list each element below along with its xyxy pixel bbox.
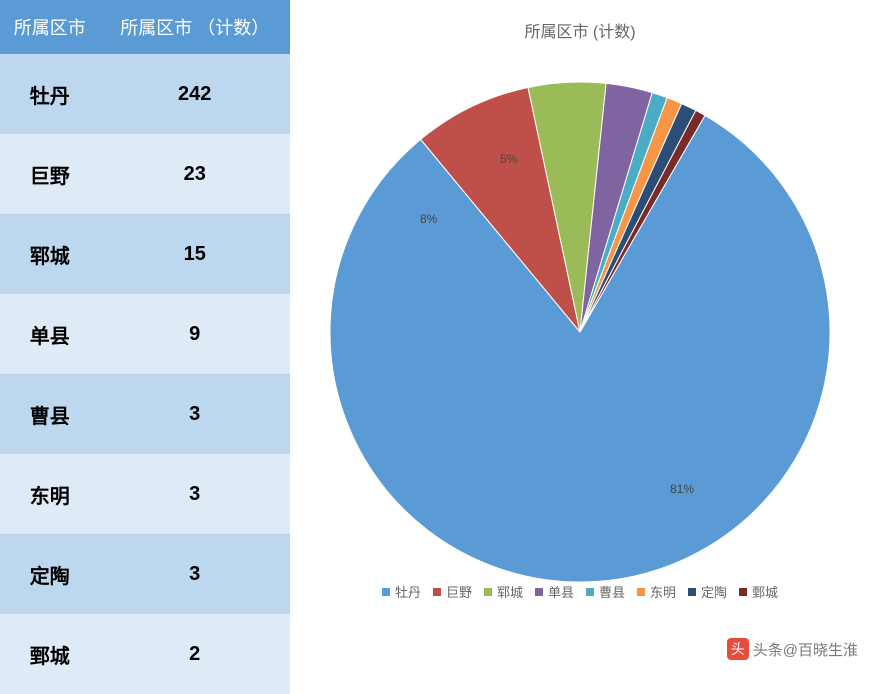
table-cell: 牡丹 bbox=[0, 54, 99, 134]
table-cell: 郓城 bbox=[0, 214, 99, 294]
pie-slice-label: 81% bbox=[670, 482, 694, 496]
table-row: 鄄城2 bbox=[0, 614, 290, 694]
table-header-row: 所属区市 所属区市 （计数） bbox=[0, 0, 290, 54]
table-row: 牡丹242 bbox=[0, 54, 290, 134]
data-table: 所属区市 所属区市 （计数） 牡丹242巨野23郓城15单县9曹县3东明3定陶3… bbox=[0, 0, 290, 694]
legend-swatch bbox=[586, 588, 594, 596]
table-cell: 曹县 bbox=[0, 374, 99, 454]
table-row: 巨野23 bbox=[0, 134, 290, 214]
table-row: 东明3 bbox=[0, 454, 290, 534]
legend-swatch bbox=[688, 588, 696, 596]
table-header-cell: 所属区市 （计数） bbox=[99, 0, 290, 54]
table-cell: 鄄城 bbox=[0, 614, 99, 694]
table-row: 郓城15 bbox=[0, 214, 290, 294]
legend-swatch bbox=[535, 588, 543, 596]
legend-swatch bbox=[382, 588, 390, 596]
table-cell: 3 bbox=[99, 534, 290, 614]
table-header-cell: 所属区市 bbox=[0, 0, 99, 54]
table-cell: 2 bbox=[99, 614, 290, 694]
legend-swatch bbox=[484, 588, 492, 596]
pie-svg bbox=[320, 42, 840, 582]
table-cell: 东明 bbox=[0, 454, 99, 534]
main-container: 所属区市 所属区市 （计数） 牡丹242巨野23郓城15单县9曹县3东明3定陶3… bbox=[0, 0, 870, 694]
pie-chart: 81% 8% 5% bbox=[320, 42, 840, 582]
chart-title: 所属区市 (计数) bbox=[300, 18, 860, 42]
table-cell: 3 bbox=[99, 454, 290, 534]
table-row: 定陶3 bbox=[0, 534, 290, 614]
legend-swatch bbox=[739, 588, 747, 596]
table-cell: 242 bbox=[99, 54, 290, 134]
table-cell: 定陶 bbox=[0, 534, 99, 614]
legend-swatch bbox=[637, 588, 645, 596]
table-cell: 单县 bbox=[0, 294, 99, 374]
table-cell: 9 bbox=[99, 294, 290, 374]
table-cell: 23 bbox=[99, 134, 290, 214]
table-row: 曹县3 bbox=[0, 374, 290, 454]
table-cell: 3 bbox=[99, 374, 290, 454]
watermark-text: 头条@百晓生淮 bbox=[753, 639, 858, 660]
watermark: 头 头条@百晓生淮 bbox=[727, 638, 858, 660]
chart-area: 所属区市 (计数) 81%8%5% 牡丹巨野郓城单县曹县东明定陶鄄城 bbox=[290, 0, 870, 694]
pie-slice-label: 8% bbox=[420, 212, 437, 226]
legend-swatch bbox=[433, 588, 441, 596]
table-row: 单县9 bbox=[0, 294, 290, 374]
table-cell: 巨野 bbox=[0, 134, 99, 214]
table-cell: 15 bbox=[99, 214, 290, 294]
pie-slice-label: 5% bbox=[500, 152, 517, 166]
watermark-icon: 头 bbox=[727, 638, 749, 660]
